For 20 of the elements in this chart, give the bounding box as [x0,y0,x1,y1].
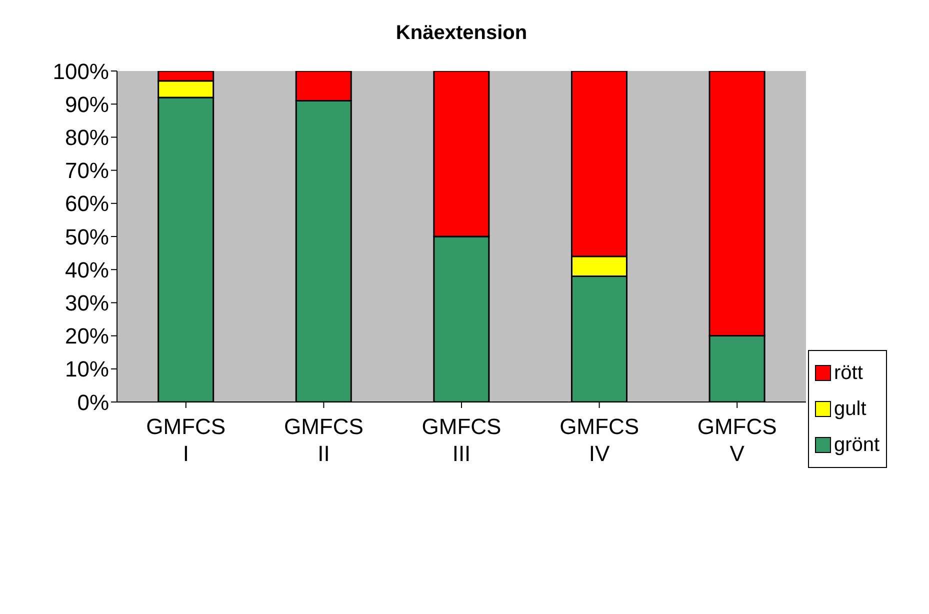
y-tick-label: 80% [64,125,109,150]
y-tick-label: 40% [64,257,109,282]
y-tick-label: 70% [64,158,109,184]
legend-label: grönt [834,434,880,456]
x-tick-label: GMFCS II [284,414,364,466]
y-tick-label: 30% [64,290,109,316]
chart-title: Knäextension [394,22,528,45]
y-tick-label: 10% [64,356,109,382]
x-tick-label: GMFCS I [146,414,226,466]
x-tick-label: GMFCS III [422,414,502,466]
legend-label: gult [834,398,866,420]
y-tick-label: 90% [64,92,109,117]
y-tick-label: 0% [77,390,109,415]
legend-label: rött [834,362,863,384]
x-tick-label: GMFCS V [697,414,777,466]
y-tick-label: 60% [64,191,109,216]
y-tick-label: 20% [64,324,109,349]
x-tick-label: GMFCS IV [560,414,640,466]
y-tick-label: 50% [64,224,109,250]
y-tick-label: 100% [52,58,109,84]
